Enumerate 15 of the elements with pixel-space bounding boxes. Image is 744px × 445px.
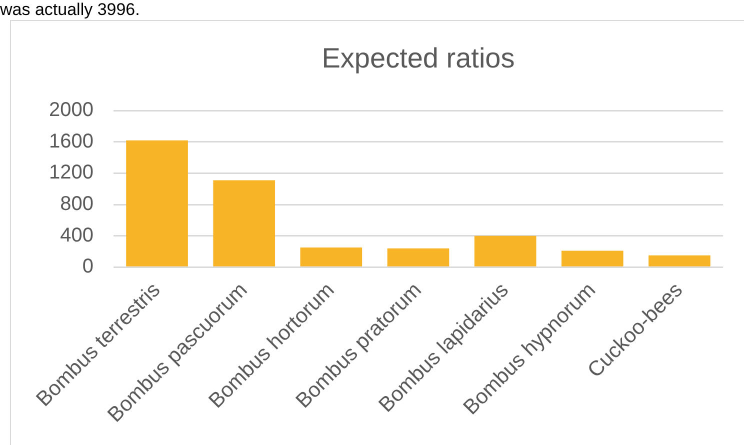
bar [561, 250, 624, 266]
y-tick-label: 1600 [48, 130, 94, 152]
y-tick-label: 1200 [48, 162, 94, 184]
bar [126, 140, 188, 266]
bar [387, 248, 450, 266]
chart-title: Expected ratios [322, 42, 515, 74]
y-tick-label: 2000 [48, 99, 94, 122]
y-tick-label: 400 [60, 224, 94, 246]
bar [648, 255, 710, 266]
text: was actually 3996. [0, 0, 140, 19]
bar [474, 236, 536, 266]
y-tick-label: 0 [82, 256, 94, 278]
bar [300, 248, 362, 266]
y-tick-label: 800 [60, 193, 94, 216]
bar [213, 180, 276, 266]
